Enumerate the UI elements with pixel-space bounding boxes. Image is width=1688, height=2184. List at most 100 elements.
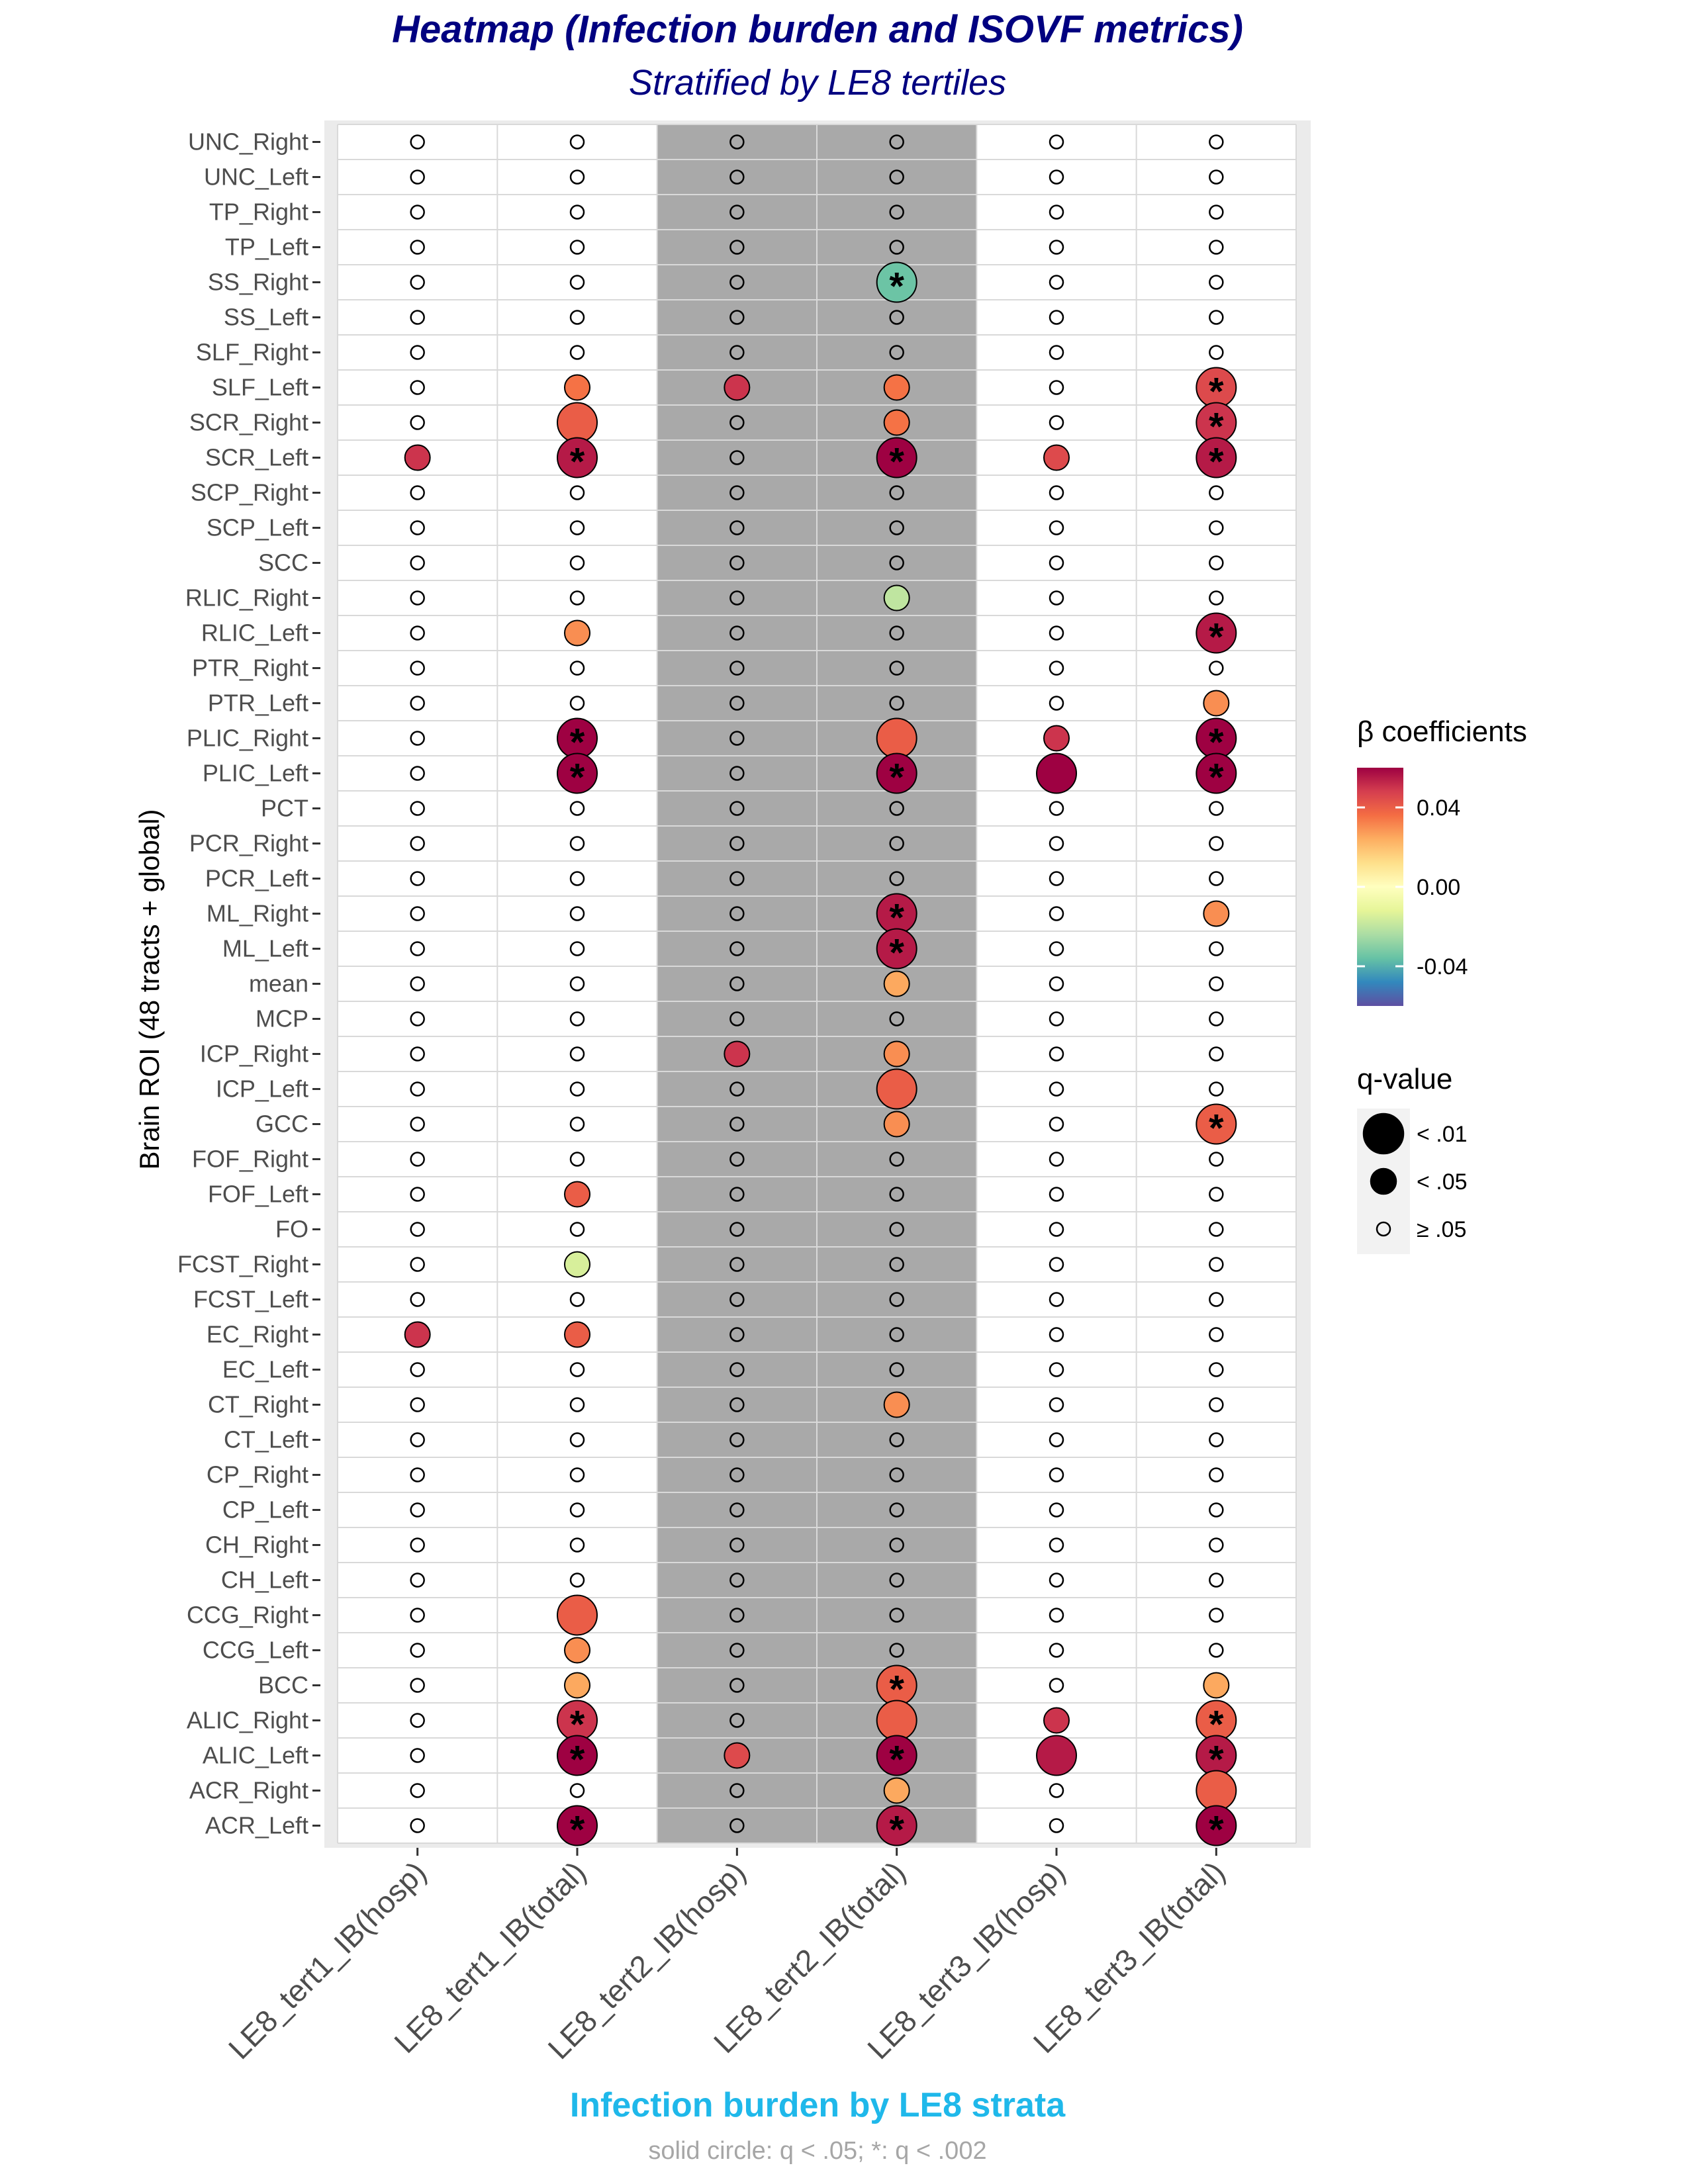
nonsignificant-point <box>1049 1432 1064 1447</box>
nonsignificant-point <box>410 1257 425 1272</box>
nonsignificant-point <box>1209 1292 1224 1307</box>
nonsignificant-point <box>1209 205 1224 220</box>
nonsignificant-point <box>569 1222 585 1237</box>
significant-point <box>883 1111 910 1138</box>
nonsignificant-point <box>889 1467 904 1482</box>
nonsignificant-point <box>1209 941 1224 956</box>
nonsignificant-point <box>729 134 745 150</box>
nonsignificant-point <box>569 1292 585 1307</box>
nonsignificant-point <box>729 169 745 185</box>
nonsignificant-point <box>889 205 904 220</box>
nonsignificant-point <box>729 1432 745 1447</box>
nonsignificant-point <box>569 590 585 606</box>
nonsignificant-point <box>729 240 745 255</box>
size-legend-label: < .05 <box>1417 1169 1468 1195</box>
star-marker: * <box>889 441 904 484</box>
chart-title: Heatmap (Infection burden and ISOVF metr… <box>392 8 1243 51</box>
nonsignificant-point <box>410 275 425 290</box>
nonsignificant-point <box>410 1572 425 1588</box>
column-background <box>657 124 817 1843</box>
nonsignificant-point <box>410 1397 425 1412</box>
significant-point <box>1196 1770 1237 1811</box>
nonsignificant-point <box>410 134 425 150</box>
nonsignificant-point <box>569 1783 585 1798</box>
significant-point <box>876 437 917 478</box>
nonsignificant-point <box>889 1537 904 1553</box>
significant-point <box>1196 1805 1237 1846</box>
significant-point <box>564 374 590 401</box>
nonsignificant-point <box>729 801 745 816</box>
nonsignificant-point <box>729 1327 745 1342</box>
y-tick-label: BCC <box>258 1672 308 1699</box>
nonsignificant-point <box>729 1467 745 1482</box>
nonsignificant-point <box>1209 1152 1224 1167</box>
significant-point <box>1196 1103 1237 1145</box>
nonsignificant-point <box>729 731 745 746</box>
color-legend-label: -0.04 <box>1417 954 1468 979</box>
column-background <box>338 124 498 1843</box>
nonsignificant-point <box>569 1502 585 1518</box>
size-legend-key <box>1376 1221 1391 1237</box>
nonsignificant-point <box>410 906 425 921</box>
nonsignificant-point <box>1049 1116 1064 1132</box>
y-tick-label: RLIC_Right <box>185 584 308 612</box>
cell-grid <box>337 124 1297 1844</box>
nonsignificant-point <box>569 696 585 711</box>
y-tick-label: SCP_Right <box>191 479 308 506</box>
y-tick-label: mean <box>249 970 308 997</box>
nonsignificant-point <box>889 1572 904 1588</box>
nonsignificant-point <box>1049 1081 1064 1097</box>
nonsignificant-point <box>889 1292 904 1307</box>
nonsignificant-point <box>1049 345 1064 360</box>
nonsignificant-point <box>410 1011 425 1026</box>
nonsignificant-point <box>1049 169 1064 185</box>
nonsignificant-point <box>410 169 425 185</box>
nonsignificant-point <box>1209 976 1224 991</box>
nonsignificant-point <box>1049 1292 1064 1307</box>
nonsignificant-point <box>410 1643 425 1658</box>
nonsignificant-point <box>729 696 745 711</box>
nonsignificant-point <box>1209 590 1224 606</box>
nonsignificant-point <box>410 731 425 746</box>
nonsignificant-point <box>1209 1362 1224 1377</box>
nonsignificant-point <box>1209 555 1224 570</box>
significant-point <box>1043 1707 1070 1734</box>
nonsignificant-point <box>1049 520 1064 535</box>
y-tick-label: EC_Left <box>222 1356 308 1383</box>
nonsignificant-point <box>729 625 745 641</box>
nonsignificant-point <box>729 1081 745 1097</box>
nonsignificant-point <box>729 1502 745 1518</box>
nonsignificant-point <box>729 906 745 921</box>
nonsignificant-point <box>729 1608 745 1623</box>
nonsignificant-point <box>410 555 425 570</box>
y-tick-label: CCG_Right <box>187 1602 308 1629</box>
significant-point <box>564 1321 590 1348</box>
nonsignificant-point <box>410 345 425 360</box>
nonsignificant-point <box>889 1608 904 1623</box>
significant-point <box>876 1068 917 1110</box>
y-tick-label: GCC <box>256 1111 308 1138</box>
nonsignificant-point <box>410 1537 425 1553</box>
nonsignificant-point <box>729 205 745 220</box>
color-legend-ticks: 0.04 0.00 -0.04 <box>1357 796 1468 979</box>
size-legend-label: ≥ .05 <box>1417 1217 1466 1242</box>
significant-point <box>883 1040 910 1068</box>
nonsignificant-point <box>729 1397 745 1412</box>
significant-point <box>557 1805 598 1846</box>
nonsignificant-point <box>1049 801 1064 816</box>
nonsignificant-point <box>1049 1257 1064 1272</box>
nonsignificant-point <box>1049 696 1064 711</box>
significant-point <box>557 752 598 794</box>
significant-point <box>883 1391 910 1418</box>
nonsignificant-point <box>729 520 745 535</box>
nonsignificant-point <box>889 555 904 570</box>
nonsignificant-point <box>569 1572 585 1588</box>
star-marker: * <box>889 265 904 308</box>
nonsignificant-point <box>729 766 745 781</box>
nonsignificant-point <box>1209 871 1224 886</box>
nonsignificant-point <box>729 345 745 360</box>
y-tick-label: SLF_Left <box>212 374 308 401</box>
significant-point <box>883 1777 910 1804</box>
nonsignificant-point <box>1049 871 1064 886</box>
nonsignificant-point <box>729 1537 745 1553</box>
